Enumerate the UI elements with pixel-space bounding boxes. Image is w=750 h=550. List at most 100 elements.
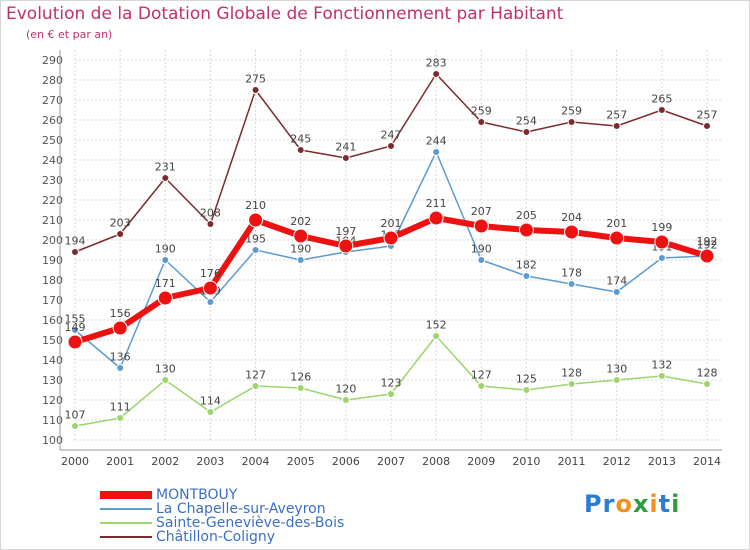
x-tick-label: 2002: [151, 455, 179, 468]
x-tick-label: 2011: [558, 455, 586, 468]
data-point-chatillon-coligny: [116, 230, 125, 238]
data-point-chatillon-coligny: [657, 106, 666, 114]
data-point-la-chapelle-sur-aveyron: [251, 246, 260, 254]
data-point-chatillon-coligny: [206, 220, 215, 228]
y-tick-label: 270: [42, 94, 63, 107]
data-point-montbouy: [67, 334, 83, 350]
data-point-la-chapelle-sur-aveyron: [432, 148, 441, 156]
data-label: 114: [200, 395, 221, 408]
data-label: 205: [516, 209, 537, 222]
data-label: 152: [426, 319, 447, 332]
data-label: 174: [606, 275, 627, 288]
data-point-la-chapelle-sur-aveyron: [116, 364, 125, 372]
data-label: 125: [516, 373, 537, 386]
data-label: 192: [697, 235, 718, 248]
y-tick-label: 290: [42, 54, 63, 67]
x-tick-label: 2008: [422, 455, 450, 468]
data-point-sainte-genevieve-des-bois: [206, 408, 215, 416]
data-point-montbouy: [609, 230, 625, 246]
y-tick-label: 230: [42, 174, 63, 187]
y-tick-label: 260: [42, 114, 63, 127]
y-tick-label: 250: [42, 134, 63, 147]
data-label: 201: [606, 217, 627, 230]
data-point-sainte-genevieve-des-bois: [477, 382, 486, 390]
data-label: 126: [290, 371, 311, 384]
data-point-sainte-genevieve-des-bois: [296, 384, 305, 392]
data-point-sainte-genevieve-des-bois: [161, 376, 170, 384]
data-label: 128: [561, 367, 582, 380]
data-point-la-chapelle-sur-aveyron: [71, 326, 79, 334]
data-label: 120: [335, 383, 356, 396]
legend-swatch: [100, 508, 152, 510]
data-label: 171: [155, 277, 176, 290]
data-label: 107: [65, 409, 86, 422]
data-point-montbouy: [564, 224, 580, 240]
data-point-chatillon-coligny: [612, 122, 621, 130]
data-point-chatillon-coligny: [71, 248, 79, 256]
y-tick-label: 180: [42, 274, 63, 287]
data-point-montbouy: [518, 222, 534, 238]
chart-title: Evolution de la Dotation Globale de Fonc…: [6, 4, 564, 24]
data-label: 245: [290, 133, 311, 146]
legend-label: Sainte-Geneviève-des-Bois: [156, 515, 345, 531]
data-label: 197: [335, 225, 356, 238]
data-point-montbouy: [157, 290, 173, 306]
data-label: 130: [606, 363, 627, 376]
data-point-sainte-genevieve-des-bois: [341, 396, 350, 404]
data-label: 123: [381, 377, 402, 390]
x-tick-label: 2007: [377, 455, 405, 468]
data-point-chatillon-coligny: [251, 86, 260, 94]
data-label: 190: [290, 243, 311, 256]
y-tick-label: 210: [42, 214, 63, 227]
data-label: 127: [471, 369, 492, 382]
data-label: 231: [155, 161, 176, 174]
data-point-montbouy: [699, 248, 715, 264]
data-label: 247: [381, 129, 402, 142]
chart-subtitle: (en € et par an): [26, 28, 113, 41]
data-point-sainte-genevieve-des-bois: [432, 332, 441, 340]
x-tick-label: 2009: [467, 455, 495, 468]
data-label: 111: [110, 401, 131, 414]
x-tick-label: 2010: [512, 455, 540, 468]
y-tick-label: 160: [42, 314, 63, 327]
data-point-sainte-genevieve-des-bois: [522, 386, 531, 394]
data-label: 208: [200, 207, 221, 220]
data-point-chatillon-coligny: [341, 154, 350, 162]
data-label: 190: [155, 243, 176, 256]
data-point-montbouy: [112, 320, 128, 336]
y-tick-label: 200: [42, 234, 63, 247]
data-point-montbouy: [654, 234, 670, 250]
data-label: 176: [200, 267, 221, 280]
data-point-la-chapelle-sur-aveyron: [657, 254, 666, 262]
x-tick-label: 2000: [61, 455, 89, 468]
y-tick-label: 150: [42, 334, 63, 347]
legend-swatch: [100, 491, 152, 499]
y-tick-label: 110: [42, 414, 63, 427]
data-label: 241: [335, 141, 356, 154]
proxiti-logo: Proxiti: [584, 490, 681, 518]
data-point-sainte-genevieve-des-bois: [71, 422, 79, 430]
y-tick-label: 240: [42, 154, 63, 167]
y-tick-label: 280: [42, 74, 63, 87]
data-point-chatillon-coligny: [477, 118, 486, 126]
data-label: 203: [110, 217, 131, 230]
data-label: 155: [65, 313, 86, 326]
data-point-chatillon-coligny: [296, 146, 305, 154]
data-point-la-chapelle-sur-aveyron: [477, 256, 486, 264]
data-label: 201: [381, 217, 402, 230]
legend-label: Châtillon-Coligny: [156, 529, 276, 545]
data-label: 211: [426, 197, 447, 210]
data-point-sainte-genevieve-des-bois: [657, 372, 666, 380]
data-point-chatillon-coligny: [703, 122, 711, 130]
data-point-montbouy: [428, 210, 444, 226]
data-point-montbouy: [338, 238, 354, 254]
data-label: 204: [561, 211, 582, 224]
data-point-montbouy: [248, 212, 264, 228]
data-label: 259: [471, 105, 492, 118]
data-label: 199: [651, 221, 672, 234]
legend-item: Sainte-Geneviève-des-Bois: [100, 515, 345, 531]
data-label: 149: [65, 321, 86, 334]
data-label: 194: [65, 235, 86, 248]
